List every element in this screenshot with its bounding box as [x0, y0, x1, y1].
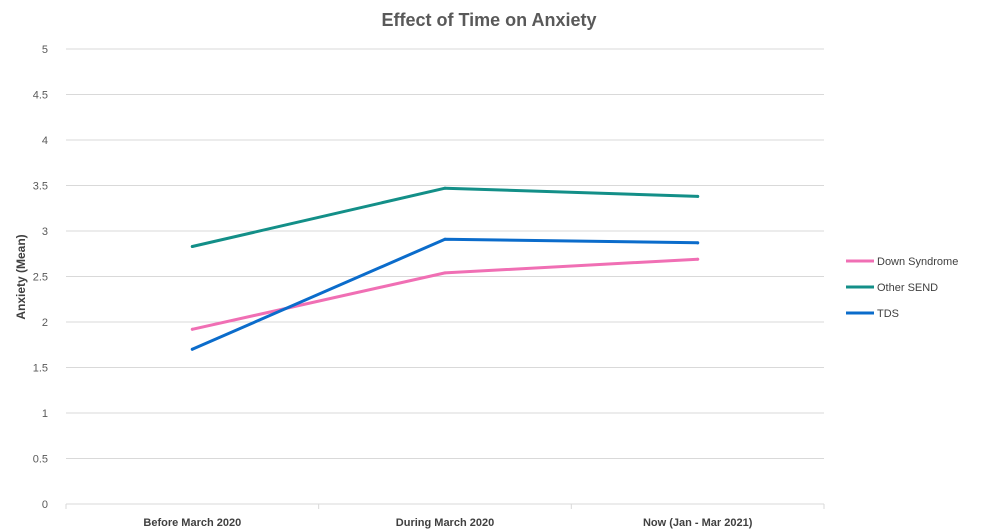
legend-label: Other SEND: [877, 282, 938, 294]
data-point: [443, 186, 447, 190]
y-tick-label: 0: [42, 499, 48, 511]
data-point: [190, 244, 194, 248]
series-line-tds: [190, 237, 700, 351]
y-tick-label: 3: [42, 226, 48, 238]
series-lines: [190, 186, 700, 351]
y-tick-label: 1.5: [33, 363, 48, 375]
data-point: [190, 347, 194, 351]
legend-item: Down Syndrome: [846, 256, 958, 268]
y-tick-label: 4.5: [33, 90, 48, 102]
data-point: [696, 241, 700, 245]
x-axis-ticks: Before March 2020 During March 2020 Now (J…: [143, 517, 752, 529]
y-tick-label: 1: [42, 408, 48, 420]
legend-item: Other SEND: [846, 282, 938, 294]
data-point: [443, 237, 447, 241]
x-axis: [65, 503, 825, 509]
legend: Down Syndrome Other SEND TDS: [846, 256, 958, 320]
y-tick-label: 4: [42, 135, 48, 147]
series-line-down-syndrome: [190, 257, 700, 331]
x-tick-label: Now (Jan - Mar 2021): [643, 517, 753, 529]
y-axis-ticks: 0 0.5 1 1.5 2 2.5 3 3.5 4 4.5 5: [33, 44, 48, 511]
gridlines: [66, 48, 824, 459]
legend-item: TDS: [846, 308, 899, 320]
y-tick-label: 2: [42, 317, 48, 329]
chart-title: Effect of Time on Anxiety: [381, 10, 596, 30]
data-point: [696, 194, 700, 198]
y-tick-label: 2.5: [33, 272, 48, 284]
x-tick-label: Before March 2020: [143, 517, 241, 529]
data-point: [190, 327, 194, 331]
x-tick-label: During March 2020: [396, 517, 494, 529]
data-point: [696, 257, 700, 261]
y-axis-title: Anxiety (Mean): [14, 234, 28, 319]
legend-label: TDS: [877, 308, 899, 320]
legend-label: Down Syndrome: [877, 256, 958, 268]
data-point: [443, 271, 447, 275]
y-tick-label: 5: [42, 44, 48, 56]
y-tick-label: 0.5: [33, 454, 48, 466]
y-tick-label: 3.5: [33, 181, 48, 193]
